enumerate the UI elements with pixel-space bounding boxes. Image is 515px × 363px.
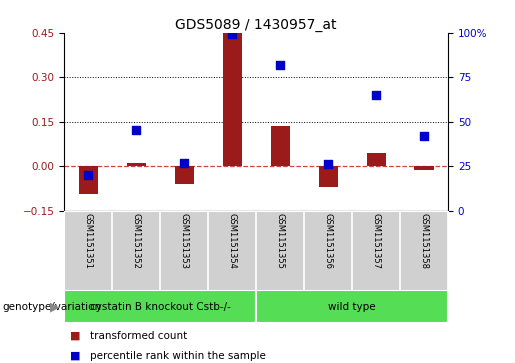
- Text: ■: ■: [70, 351, 80, 361]
- Bar: [367, 153, 386, 166]
- Point: [420, 133, 428, 139]
- Title: GDS5089 / 1430957_at: GDS5089 / 1430957_at: [176, 18, 337, 32]
- Bar: [222, 33, 242, 166]
- Text: transformed count: transformed count: [90, 331, 187, 341]
- Text: GSM1151355: GSM1151355: [276, 213, 285, 269]
- Text: wild type: wild type: [329, 302, 376, 312]
- Point: [372, 92, 380, 98]
- Text: GSM1151356: GSM1151356: [323, 213, 333, 269]
- Text: GSM1151351: GSM1151351: [84, 213, 93, 269]
- Point: [84, 172, 93, 178]
- Text: GSM1151353: GSM1151353: [180, 213, 189, 269]
- Bar: [270, 126, 290, 166]
- Point: [180, 160, 188, 166]
- Point: [324, 162, 332, 167]
- Text: GSM1151358: GSM1151358: [420, 213, 428, 269]
- Point: [276, 62, 284, 68]
- Text: genotype/variation: genotype/variation: [3, 302, 101, 312]
- Bar: [127, 163, 146, 166]
- Text: cystatin B knockout Cstb-/-: cystatin B knockout Cstb-/-: [90, 302, 231, 312]
- Bar: [415, 166, 434, 170]
- Bar: [319, 166, 338, 187]
- Bar: [79, 166, 98, 194]
- Point: [132, 128, 141, 134]
- Bar: [175, 166, 194, 184]
- Point: [228, 32, 236, 37]
- Text: percentile rank within the sample: percentile rank within the sample: [90, 351, 266, 361]
- Text: ■: ■: [70, 331, 80, 341]
- Text: GSM1151352: GSM1151352: [132, 213, 141, 269]
- Text: GSM1151357: GSM1151357: [372, 213, 381, 269]
- Text: GSM1151354: GSM1151354: [228, 213, 237, 269]
- Bar: [64, 290, 256, 323]
- Text: ▶: ▶: [49, 300, 59, 313]
- Bar: [256, 290, 448, 323]
